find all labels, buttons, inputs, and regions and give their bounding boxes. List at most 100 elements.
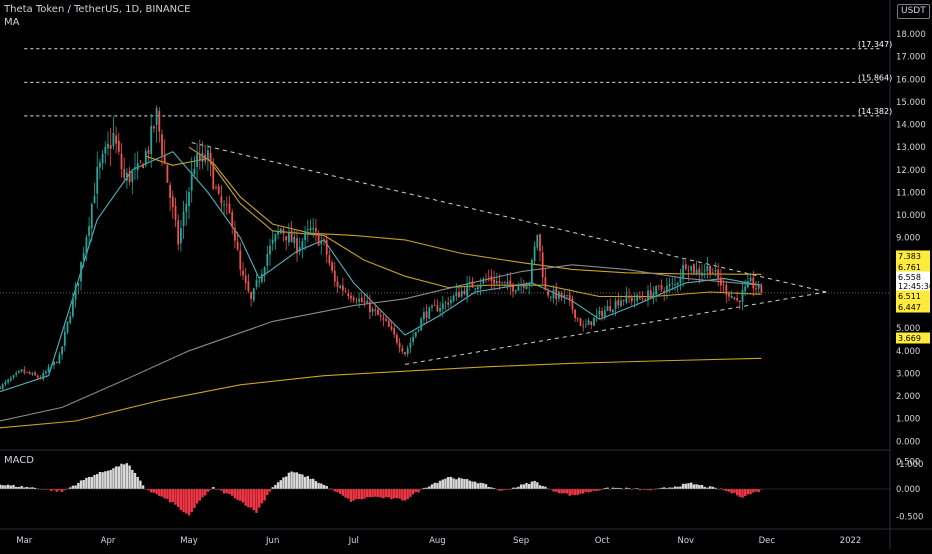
candle-body — [136, 163, 139, 171]
macd-bar — [55, 489, 58, 492]
candle-body — [120, 153, 123, 170]
candle-body — [374, 309, 377, 311]
candle-body — [498, 281, 501, 284]
candle-body — [266, 253, 269, 266]
macd-bar — [673, 486, 677, 489]
candle-body — [455, 291, 458, 297]
candle-body — [471, 281, 474, 288]
macd-bar — [746, 489, 750, 495]
candle-body — [366, 301, 369, 304]
x-tick-label: Sep — [513, 536, 529, 546]
candle-body — [590, 321, 593, 326]
time-axis[interactable]: Mar Apr May Jun Jul Aug Sep Oct Nov Dec 2022 — [16, 536, 861, 546]
y-tick-label: 17.000 — [896, 53, 926, 63]
candle-body — [485, 278, 487, 280]
macd-bar — [217, 489, 220, 490]
macd-bar — [339, 489, 342, 494]
macd-bar — [136, 476, 139, 489]
candle-body — [674, 284, 676, 285]
candle-body — [58, 354, 61, 364]
candle-body — [622, 299, 625, 301]
candle-body — [695, 269, 698, 274]
macd-bar — [352, 489, 355, 501]
candle-body — [220, 196, 223, 203]
macd-bar — [503, 489, 507, 490]
candle-body — [325, 239, 328, 255]
last-price-badge — [896, 271, 930, 283]
macd-bar — [401, 489, 404, 501]
candle-body — [196, 153, 198, 167]
x-tick-label: 2022 — [840, 536, 862, 546]
candle-body — [736, 298, 738, 301]
currency-badge[interactable]: USDT — [897, 4, 930, 19]
candle-body — [231, 212, 234, 227]
x-tick-label: Aug — [429, 536, 446, 546]
candle-body — [657, 285, 660, 287]
macd-bar — [77, 482, 80, 489]
candle-body — [217, 186, 220, 194]
macd-bar — [271, 487, 274, 489]
macd-bar — [71, 485, 75, 489]
macd-bar — [630, 489, 633, 490]
candle-body — [82, 253, 85, 260]
macd-bar — [528, 483, 531, 489]
macd-bar — [9, 485, 12, 489]
moving-average-line-1 — [0, 151, 762, 393]
macd-bar — [31, 487, 34, 489]
candle-body — [531, 259, 533, 284]
candle-body — [85, 237, 88, 255]
y-tick-label: 12.000 — [896, 166, 926, 176]
macd-bar — [336, 489, 339, 493]
macd-bar — [384, 489, 388, 498]
macd-bar — [63, 489, 66, 491]
candle-body — [296, 238, 298, 254]
candle-body — [63, 332, 66, 346]
price-label-text: 7.383 — [898, 252, 921, 261]
candle-body — [134, 167, 136, 170]
candle-body — [636, 294, 639, 302]
macd-bar — [633, 488, 636, 490]
macd-bar — [714, 487, 717, 489]
candle-body — [177, 220, 180, 245]
candle-body — [358, 298, 360, 302]
candle-body — [639, 296, 641, 299]
candle-body — [355, 301, 358, 303]
candle-body — [28, 372, 31, 374]
macd-bar — [120, 463, 123, 489]
candle-body — [23, 369, 26, 373]
y-tick-label: 15.000 — [896, 98, 926, 108]
candle-body — [279, 228, 282, 234]
candle-body — [182, 212, 185, 227]
macd-bar — [382, 489, 385, 499]
moving-averages — [0, 146, 762, 429]
candle-body — [198, 154, 201, 161]
macd-bar — [174, 489, 177, 505]
macd-bar — [538, 485, 542, 489]
candle-body — [547, 291, 549, 296]
macd-bar — [28, 487, 31, 489]
candle-body — [711, 272, 714, 274]
macd-bar — [258, 489, 261, 508]
candle-body — [193, 168, 196, 174]
macd-bar — [725, 489, 728, 492]
y-tick-label: 13.000 — [896, 143, 926, 153]
macd-bar — [301, 474, 304, 489]
macd-bar — [525, 482, 528, 489]
candle-body — [482, 278, 485, 284]
price-label-text: 6.761 — [898, 263, 921, 272]
price-label-text: 6.558 — [898, 273, 921, 282]
candle-body — [42, 373, 45, 379]
macd-bar — [684, 483, 687, 489]
candle-body — [633, 299, 636, 301]
macd-bar — [471, 481, 474, 489]
indicator-label-ma: MA — [4, 17, 20, 28]
candle-body — [263, 267, 266, 276]
candle-body — [50, 365, 53, 368]
macd-bar — [657, 488, 660, 489]
candle-body — [544, 277, 547, 291]
candle-body — [66, 321, 69, 333]
candle-body — [460, 290, 463, 297]
macd-bar — [509, 489, 512, 490]
